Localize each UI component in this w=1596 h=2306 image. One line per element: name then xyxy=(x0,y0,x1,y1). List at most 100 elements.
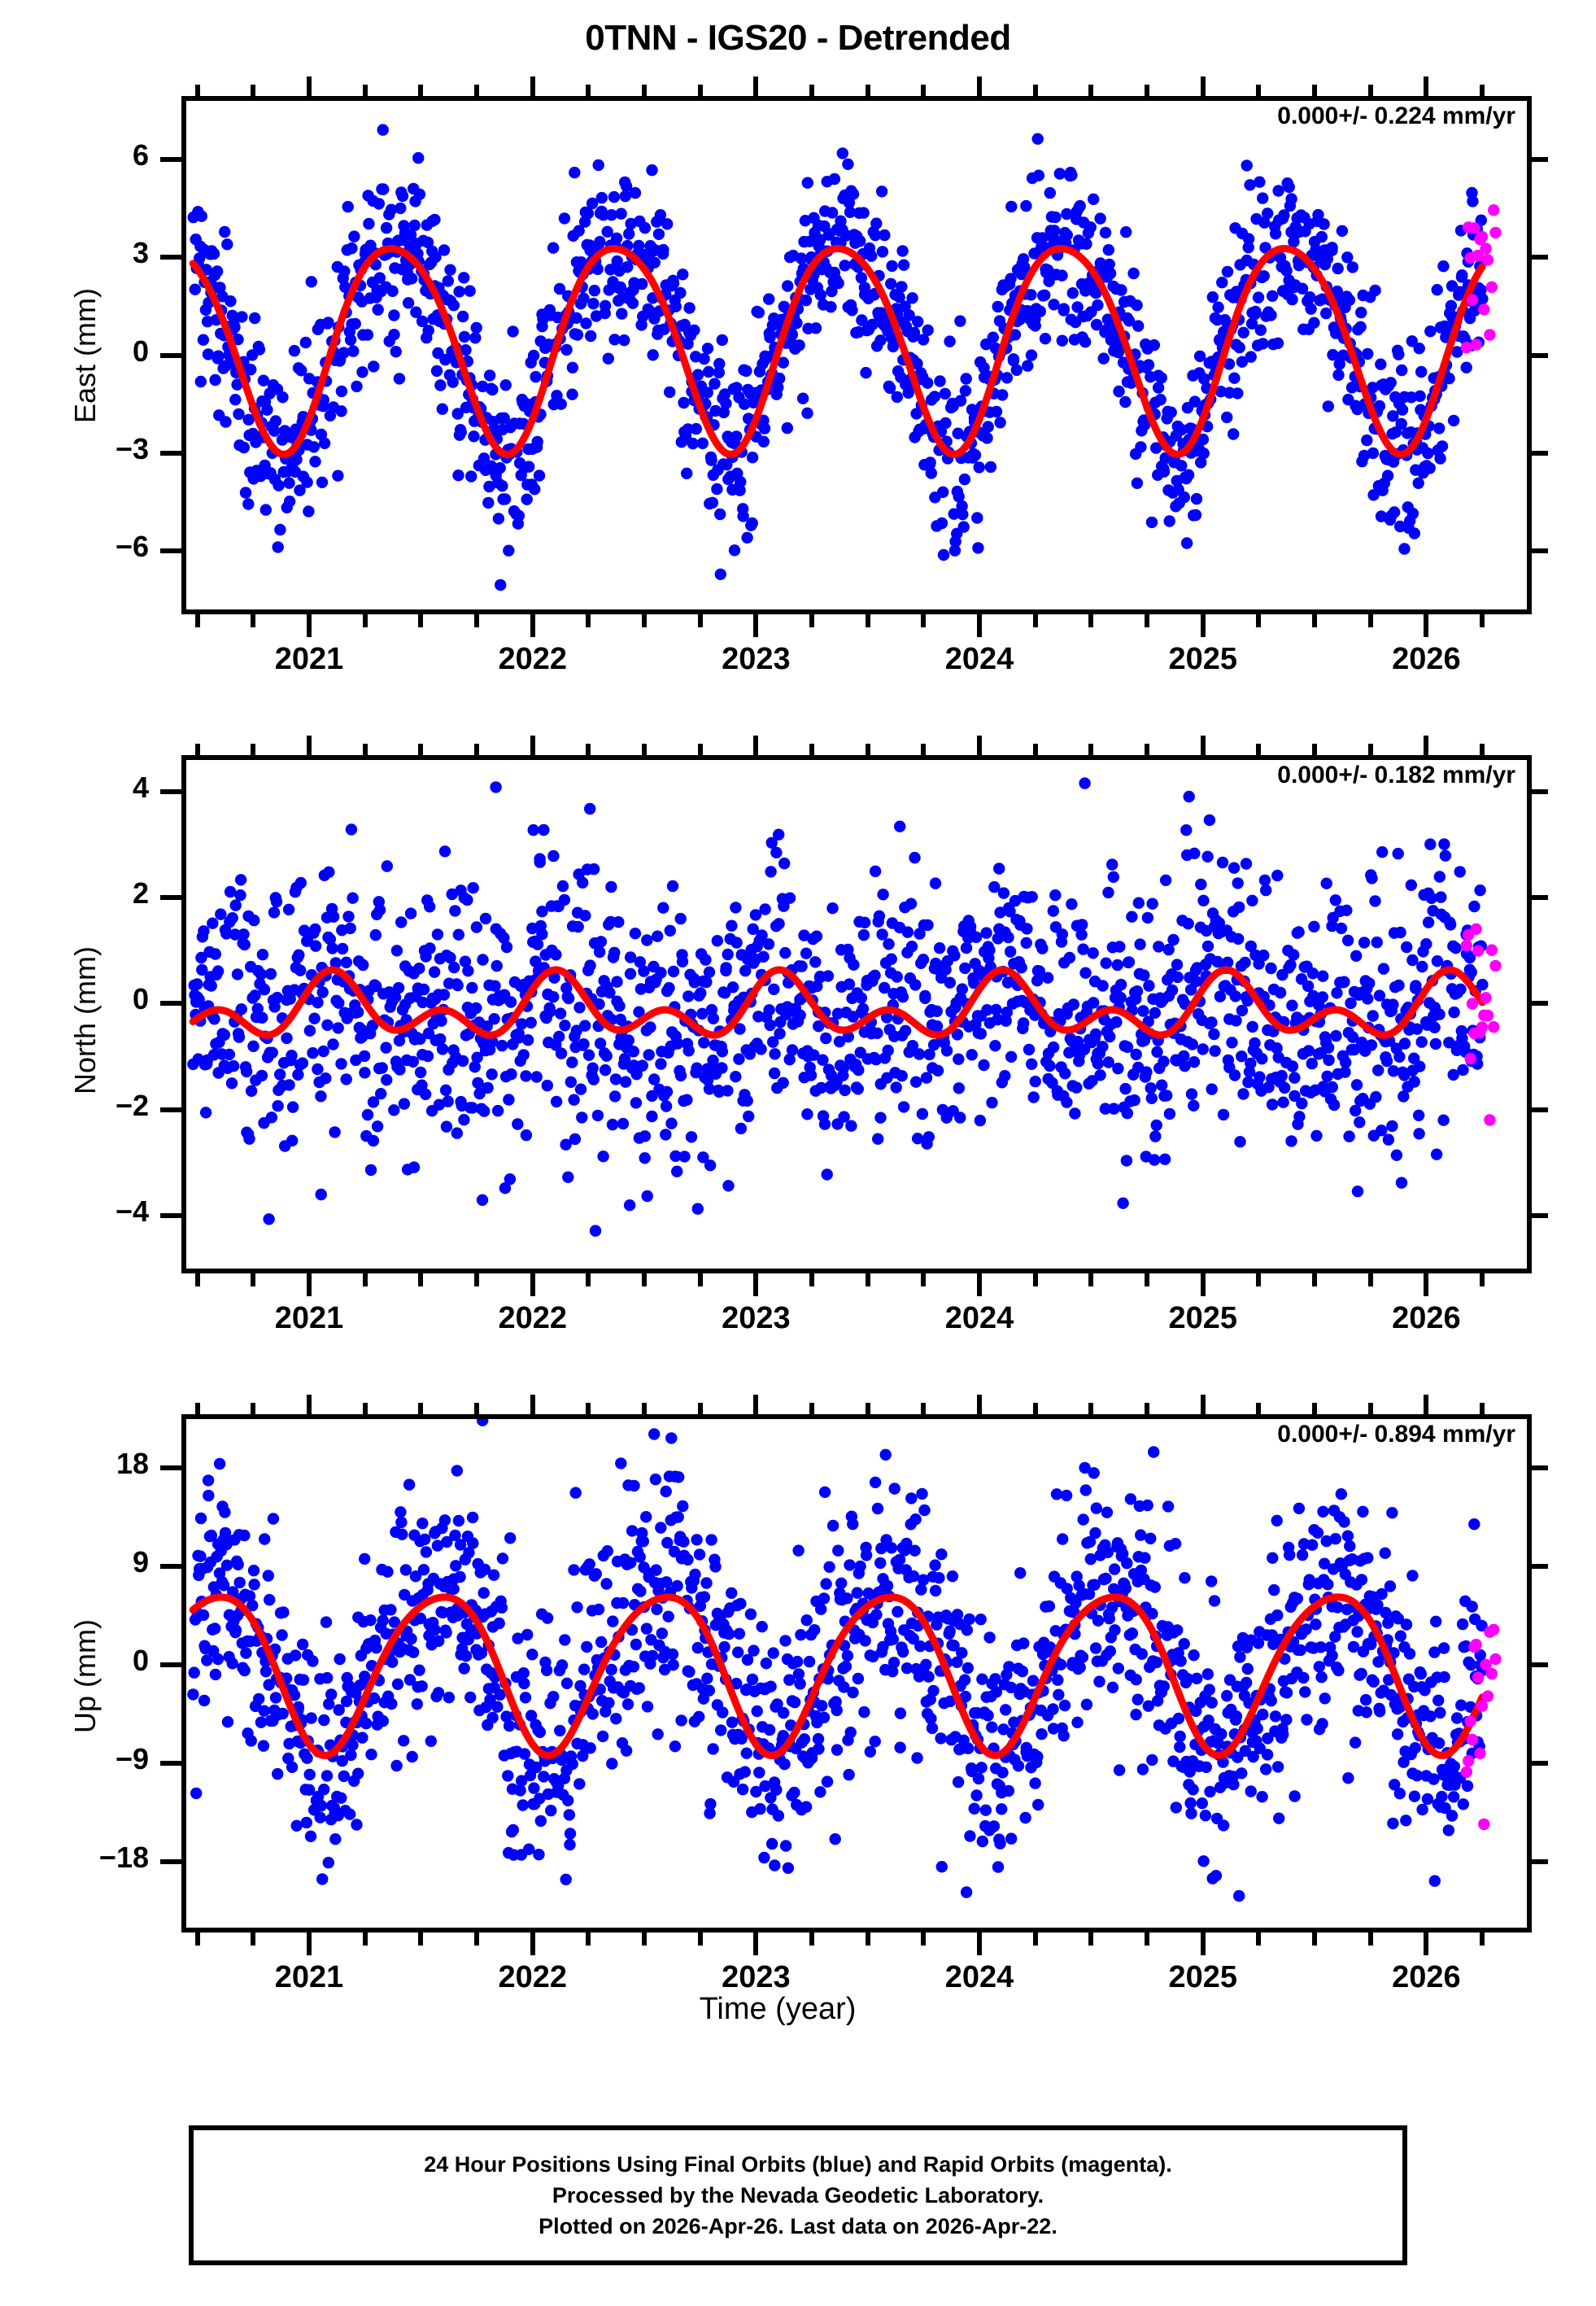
rate-annotation-up: 0.000+/- 0.894 mm/yr xyxy=(1277,1421,1515,1448)
x-tick-label: 2025 xyxy=(1168,642,1237,676)
y-tick-mark-right xyxy=(1532,352,1548,358)
x-tick-mark-major xyxy=(530,614,535,637)
x-tick-mark-top-major xyxy=(1424,76,1429,96)
x-tick-mark-top-major xyxy=(1200,736,1206,755)
x-tick-mark-top-major xyxy=(1424,1395,1429,1414)
y-tick-label: 3 xyxy=(132,236,149,270)
x-tick-mark-minor xyxy=(921,1933,927,1946)
x-tick-mark-top-minor xyxy=(1088,1403,1094,1414)
x-tick-mark-top-minor xyxy=(1256,85,1262,96)
x-tick-mark-minor xyxy=(1312,1933,1318,1946)
x-tick-mark-minor xyxy=(474,614,480,627)
x-tick-mark-top-minor xyxy=(474,744,480,755)
x-tick-mark-major xyxy=(1200,1273,1206,1296)
x-tick-mark-top-minor xyxy=(1145,744,1150,755)
x-tick-mark-top-minor xyxy=(418,744,424,755)
y-tick-mark xyxy=(160,255,181,260)
x-tick-mark-minor xyxy=(418,1273,424,1286)
x-tick-mark-top-minor xyxy=(362,744,368,755)
x-tick-mark-minor xyxy=(1145,614,1150,627)
x-tick-mark-top-minor xyxy=(1032,744,1038,755)
rate-annotation-east: 0.000+/- 0.224 mm/yr xyxy=(1277,103,1515,129)
x-tick-mark-minor xyxy=(418,614,424,627)
x-tick-mark-minor xyxy=(1367,1273,1373,1286)
x-tick-mark-top-major xyxy=(977,1395,983,1414)
x-tick-mark-minor xyxy=(921,614,927,627)
rate-annotation-north: 0.000+/- 0.182 mm/yr xyxy=(1277,762,1515,788)
x-tick-mark-top-minor xyxy=(697,1403,703,1414)
y-tick-mark xyxy=(160,895,181,901)
x-tick-mark-minor xyxy=(362,614,368,627)
y-tick-mark-right xyxy=(1532,1465,1548,1471)
caption-line-2: Processed by the Nevada Geodetic Laborat… xyxy=(552,2182,1044,2208)
x-tick-mark-top-minor xyxy=(809,1403,815,1414)
x-tick-mark-minor xyxy=(1032,1273,1038,1286)
x-tick-mark-minor xyxy=(586,1273,591,1286)
x-tick-mark-minor xyxy=(474,1933,480,1946)
x-tick-label: 2021 xyxy=(274,642,344,676)
x-tick-label: 2025 xyxy=(1168,1960,1237,1994)
x-tick-label: 2026 xyxy=(1392,1960,1461,1994)
y-tick-label: 0 xyxy=(132,1644,149,1678)
x-tick-mark-top-minor xyxy=(1367,1403,1373,1414)
x-tick-mark-top-major xyxy=(753,736,759,755)
x-tick-mark-major xyxy=(1200,614,1206,637)
y-tick-mark-right xyxy=(1532,1212,1548,1218)
y-tick-mark xyxy=(160,1001,181,1007)
x-tick-mark-minor xyxy=(642,614,648,627)
x-tick-mark-top-major xyxy=(977,76,983,96)
data-points-final-orbits xyxy=(187,1419,1489,1902)
x-tick-mark-top-minor xyxy=(642,744,648,755)
data-points-rapid-orbits xyxy=(1460,923,1502,1126)
x-tick-mark-top-minor xyxy=(1480,744,1485,755)
x-tick-mark-top-minor xyxy=(362,1403,368,1414)
x-tick-mark-minor xyxy=(1367,1933,1373,1946)
y-tick-label: −18 xyxy=(98,1841,149,1875)
x-tick-mark-minor xyxy=(1480,1273,1485,1286)
x-tick-mark-minor xyxy=(1256,614,1262,627)
y-tick-mark-right xyxy=(1532,548,1548,553)
x-tick-label: 2024 xyxy=(944,1301,1014,1335)
x-tick-mark-top-minor xyxy=(865,85,870,96)
x-tick-mark-minor xyxy=(251,1933,256,1946)
x-tick-mark-minor xyxy=(642,1273,648,1286)
x-tick-mark-top-minor xyxy=(1480,1403,1485,1414)
y-tick-label: 0 xyxy=(132,982,149,1016)
x-tick-mark-minor xyxy=(194,1933,200,1946)
x-tick-mark-top-minor xyxy=(1367,744,1373,755)
x-tick-mark-top-minor xyxy=(251,85,256,96)
x-tick-mark-top-minor xyxy=(865,744,870,755)
x-tick-mark-minor xyxy=(642,1933,648,1946)
x-tick-mark-top-minor xyxy=(1256,1403,1262,1414)
y-tick-label: 9 xyxy=(132,1545,149,1579)
x-tick-mark-minor xyxy=(586,1933,591,1946)
x-tick-label: 2023 xyxy=(722,642,791,676)
y-tick-mark xyxy=(160,1761,181,1767)
x-tick-mark-major xyxy=(977,1933,983,1955)
x-tick-mark-top-major xyxy=(1424,736,1429,755)
y-tick-mark-right xyxy=(1532,1001,1548,1007)
x-tick-mark-top-minor xyxy=(194,1403,200,1414)
y-tick-mark-right xyxy=(1532,1564,1548,1570)
x-axis-label: Time (year) xyxy=(699,1992,857,2026)
x-tick-label: 2022 xyxy=(498,1301,567,1335)
x-tick-mark-minor xyxy=(1088,1933,1094,1946)
x-tick-mark-top-minor xyxy=(194,85,200,96)
data-points-rapid-orbits xyxy=(1460,204,1502,354)
x-tick-mark-top-minor xyxy=(418,85,424,96)
x-tick-label: 2024 xyxy=(944,1960,1014,1994)
x-tick-mark-top-major xyxy=(753,1395,759,1414)
x-tick-mark-top-minor xyxy=(586,85,591,96)
x-tick-mark-minor xyxy=(1088,1273,1094,1286)
x-tick-mark-major xyxy=(977,1273,983,1296)
x-tick-mark-top-minor xyxy=(921,85,927,96)
x-tick-mark-major xyxy=(1424,1273,1429,1296)
y-tick-mark-right xyxy=(1532,1761,1548,1767)
x-tick-label: 2021 xyxy=(274,1301,344,1335)
x-tick-mark-top-major xyxy=(307,1395,312,1414)
x-tick-mark-minor xyxy=(1367,614,1373,627)
x-tick-mark-top-major xyxy=(1200,76,1206,96)
x-tick-mark-minor xyxy=(1312,614,1318,627)
y-tick-label: 4 xyxy=(132,771,149,805)
